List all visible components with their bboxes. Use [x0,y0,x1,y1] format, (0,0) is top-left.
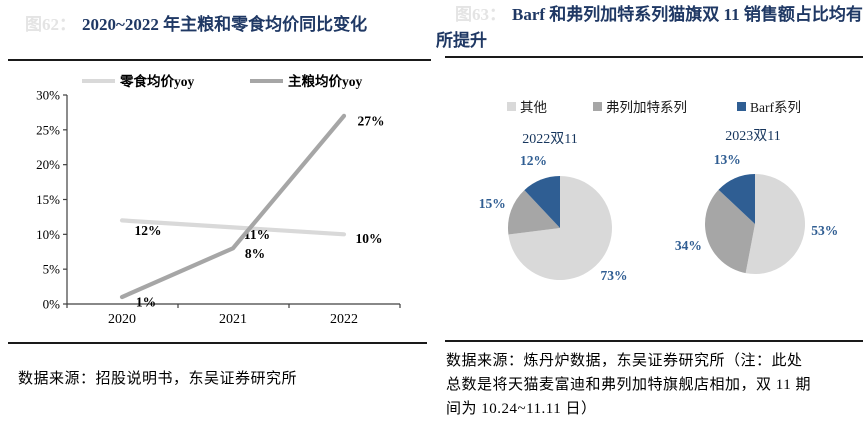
line-legend-item: 主粮均价yoy [250,73,362,89]
left-top-rule [8,59,431,61]
legend-label: 零食均价yoy [119,73,194,89]
left-figure-title: 2020~2022 年主粮和零食均价同比变化 [82,15,368,34]
pie-title: 2023双11 [725,129,781,144]
legend-swatch-icon [593,101,602,111]
data-label: 1% [136,295,156,310]
data-label: 12% [135,223,162,238]
y-tick-label: 5% [43,262,61,277]
right-source-line-1: 数据来源：炼丹炉数据，东吴证券研究所（注：此处 [446,353,803,369]
y-tick-label: 20% [36,157,60,172]
y-tick-label: 0% [43,297,61,312]
pie-slice-label: 73% [600,267,628,283]
left-source-note: 数据来源：招股说明书，东吴证券研究所 [18,371,298,387]
right-bottom-rule [445,340,863,342]
pie-chart-2022双11 [507,176,612,280]
series-line-staple [119,113,347,300]
right-top-rule [445,56,863,58]
pie-slice-弗列加特系列 [704,189,755,274]
pie-slice-label: 12% [519,153,547,169]
pie-legend-label: 其他 [520,100,547,115]
pie-legend-item: 弗列加特系列 [593,98,687,115]
y-tick-label: 30% [36,88,60,103]
pie-slice-label: 13% [713,151,741,167]
x-category-label: 2021 [219,312,247,327]
pie-slice-弗列加特系列 [507,190,560,235]
pie-legend-label: 弗列加特系列 [606,100,687,115]
data-label: 27% [358,113,385,128]
pie-slice-label: 53% [811,222,839,238]
pie-chart-2023双11 [704,174,806,274]
data-label: 10% [356,231,383,246]
figure-left-line-chart: 图62： 2020~2022 年主粮和零食均价同比变化 零食均价yoy 主粮均价yo… [8,12,431,387]
series-line-snack [119,218,347,237]
line-chart: 零食均价yoy 主粮均价yoy 0% 5% 10% 15% 20% 25% 30% 2020 202… [36,73,401,327]
right-figure-title-row: 图63： Barf 和弗列加特系列猫旗双 11 销售额占比均有所提升 [436,2,863,54]
y-tick-label: 15% [36,192,60,207]
right-figure-number-label: 图63： [455,5,506,24]
y-tick-label: 10% [36,227,60,242]
data-label: 8% [245,246,265,261]
pie-slice-Barf系列 [524,176,560,228]
pie-slice-label: 34% [674,237,702,253]
figure-right-pie-charts: 图63： Barf 和弗列加特系列猫旗双 11 销售额占比均有所提升 其他 弗列加特… [433,0,866,424]
left-figure-title-row: 图62： 2020~2022 年主粮和零食均价同比变化 [25,12,425,38]
x-category-label: 2022 [330,312,358,327]
left-bottom-rule [8,342,427,344]
pie-legend-item: 其他 [507,98,547,115]
right-source-line-3: 间为 10.24~11.11 日） [446,401,597,417]
pie-legend-label: Barf系列 [750,100,801,115]
line-legend-item: 零食均价yoy [82,73,194,89]
pie-slice-Barf系列 [718,174,755,224]
left-figure-number-label: 图62： [25,15,76,34]
pie-slice-label: 15% [478,195,506,211]
right-source-note: 数据来源：炼丹炉数据，东吴证券研究所（注：此处 总数是将天猫麦富迪和弗列加特旗舰… [446,349,860,421]
right-source-line-2: 总数是将天猫麦富迪和弗列加特旗舰店相加，双 11 期 [446,377,811,393]
right-figure-title: Barf 和弗列加特系列猫旗双 11 销售额占比均有所提升 [436,5,863,50]
pie-slice-其他 [745,174,806,274]
legend-swatch-icon [737,101,746,111]
legend-label: 主粮均价yoy [288,73,362,89]
pie-slice-其他 [508,176,612,280]
pie-legend-item: Barf系列 [737,98,801,115]
legend-swatch-icon [507,101,516,111]
x-category-label: 2020 [108,312,136,327]
pie-title: 2022双11 [522,132,578,147]
y-tick-label: 25% [36,122,60,137]
